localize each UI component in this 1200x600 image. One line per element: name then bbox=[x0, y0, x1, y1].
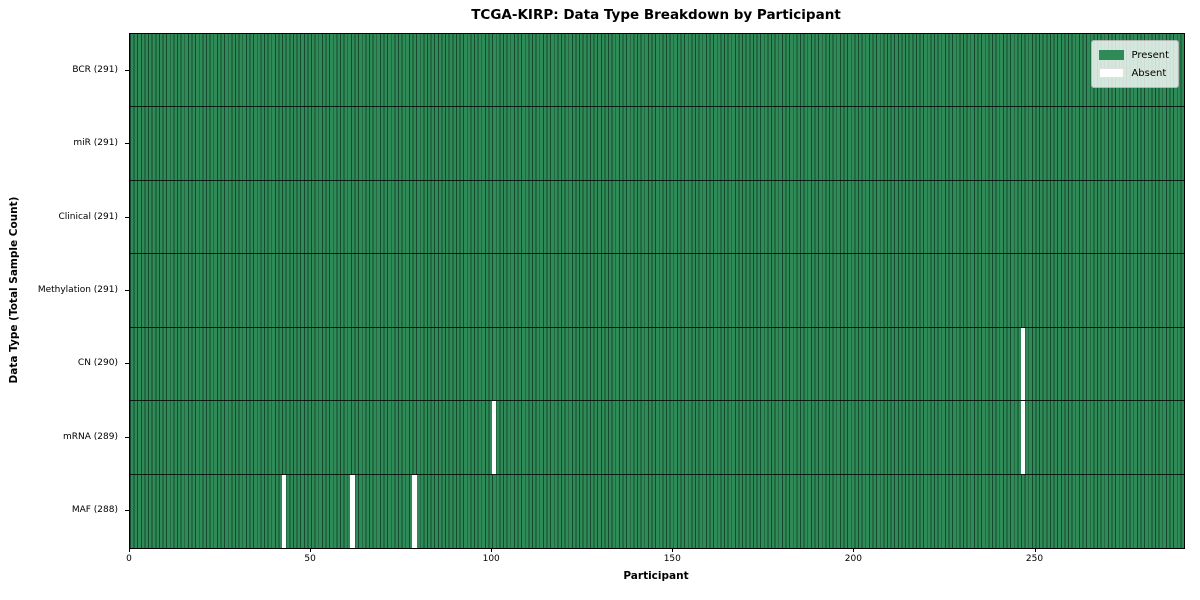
legend-item-absent: Absent bbox=[1099, 64, 1169, 82]
ytick-label-mrna: mRNA (289) bbox=[63, 431, 118, 442]
ytick-mark bbox=[125, 216, 129, 218]
plot-area: Present Absent bbox=[129, 33, 1185, 549]
absent-bar-cn-246 bbox=[1020, 327, 1026, 401]
legend-swatch-present-icon bbox=[1099, 50, 1125, 60]
ytick-mark bbox=[125, 290, 129, 291]
xtick-mark bbox=[1034, 548, 1036, 552]
xtick-mark bbox=[129, 548, 130, 552]
xtick-mark bbox=[491, 548, 493, 552]
xtick-label-250: 250 bbox=[1025, 554, 1044, 564]
legend-label-absent: Absent bbox=[1131, 67, 1167, 79]
xtick-mark bbox=[672, 548, 674, 552]
row-clinical bbox=[130, 180, 1184, 255]
ytick-label-mir: miR (291) bbox=[73, 138, 118, 149]
row-bcr bbox=[130, 34, 1184, 108]
row-maf bbox=[130, 474, 1184, 548]
ytick-label-clinical: Clinical (291) bbox=[58, 211, 118, 222]
absent-bar-maf-78 bbox=[412, 474, 417, 548]
ytick-label-maf: MAF (288) bbox=[71, 505, 118, 516]
ytick-label-methylation: Methylation (291) bbox=[37, 285, 118, 295]
row-cn bbox=[130, 327, 1184, 402]
ytick-mark bbox=[125, 510, 129, 512]
ytick-label-bcr: BCR (291) bbox=[72, 64, 118, 75]
absent-bar-maf-42 bbox=[281, 474, 287, 548]
xtick-label-100: 100 bbox=[482, 554, 500, 564]
legend-item-present: Present bbox=[1099, 46, 1169, 64]
xtick-label-0: 0 bbox=[126, 554, 132, 564]
legend-swatch-absent-icon bbox=[1099, 68, 1125, 78]
xtick-mark bbox=[853, 548, 855, 552]
legend-label-present: Present bbox=[1131, 49, 1169, 61]
ytick-label-cn: CN (290) bbox=[77, 358, 118, 369]
ytick-mark bbox=[125, 363, 129, 365]
row-methylation bbox=[130, 254, 1184, 328]
row-mrna bbox=[130, 401, 1184, 475]
absent-bar-maf-61 bbox=[350, 474, 356, 548]
ytick-mark bbox=[125, 436, 129, 438]
ytick-mark bbox=[125, 143, 129, 145]
ytick-mark bbox=[125, 69, 129, 71]
absent-bar-mrna-100 bbox=[491, 401, 497, 474]
xtick-mark bbox=[310, 548, 312, 552]
absent-bar-mrna-246 bbox=[1020, 401, 1026, 474]
xtick-label-200: 200 bbox=[844, 554, 862, 564]
chart-title: TCGA-KIRP: Data Type Breakdown by Partic… bbox=[471, 7, 841, 23]
x-axis-label: Participant bbox=[623, 570, 689, 582]
legend: Present Absent bbox=[1091, 40, 1179, 88]
xtick-label-150: 150 bbox=[663, 554, 681, 564]
row-mir bbox=[130, 107, 1184, 181]
xtick-label-50: 50 bbox=[304, 554, 316, 564]
